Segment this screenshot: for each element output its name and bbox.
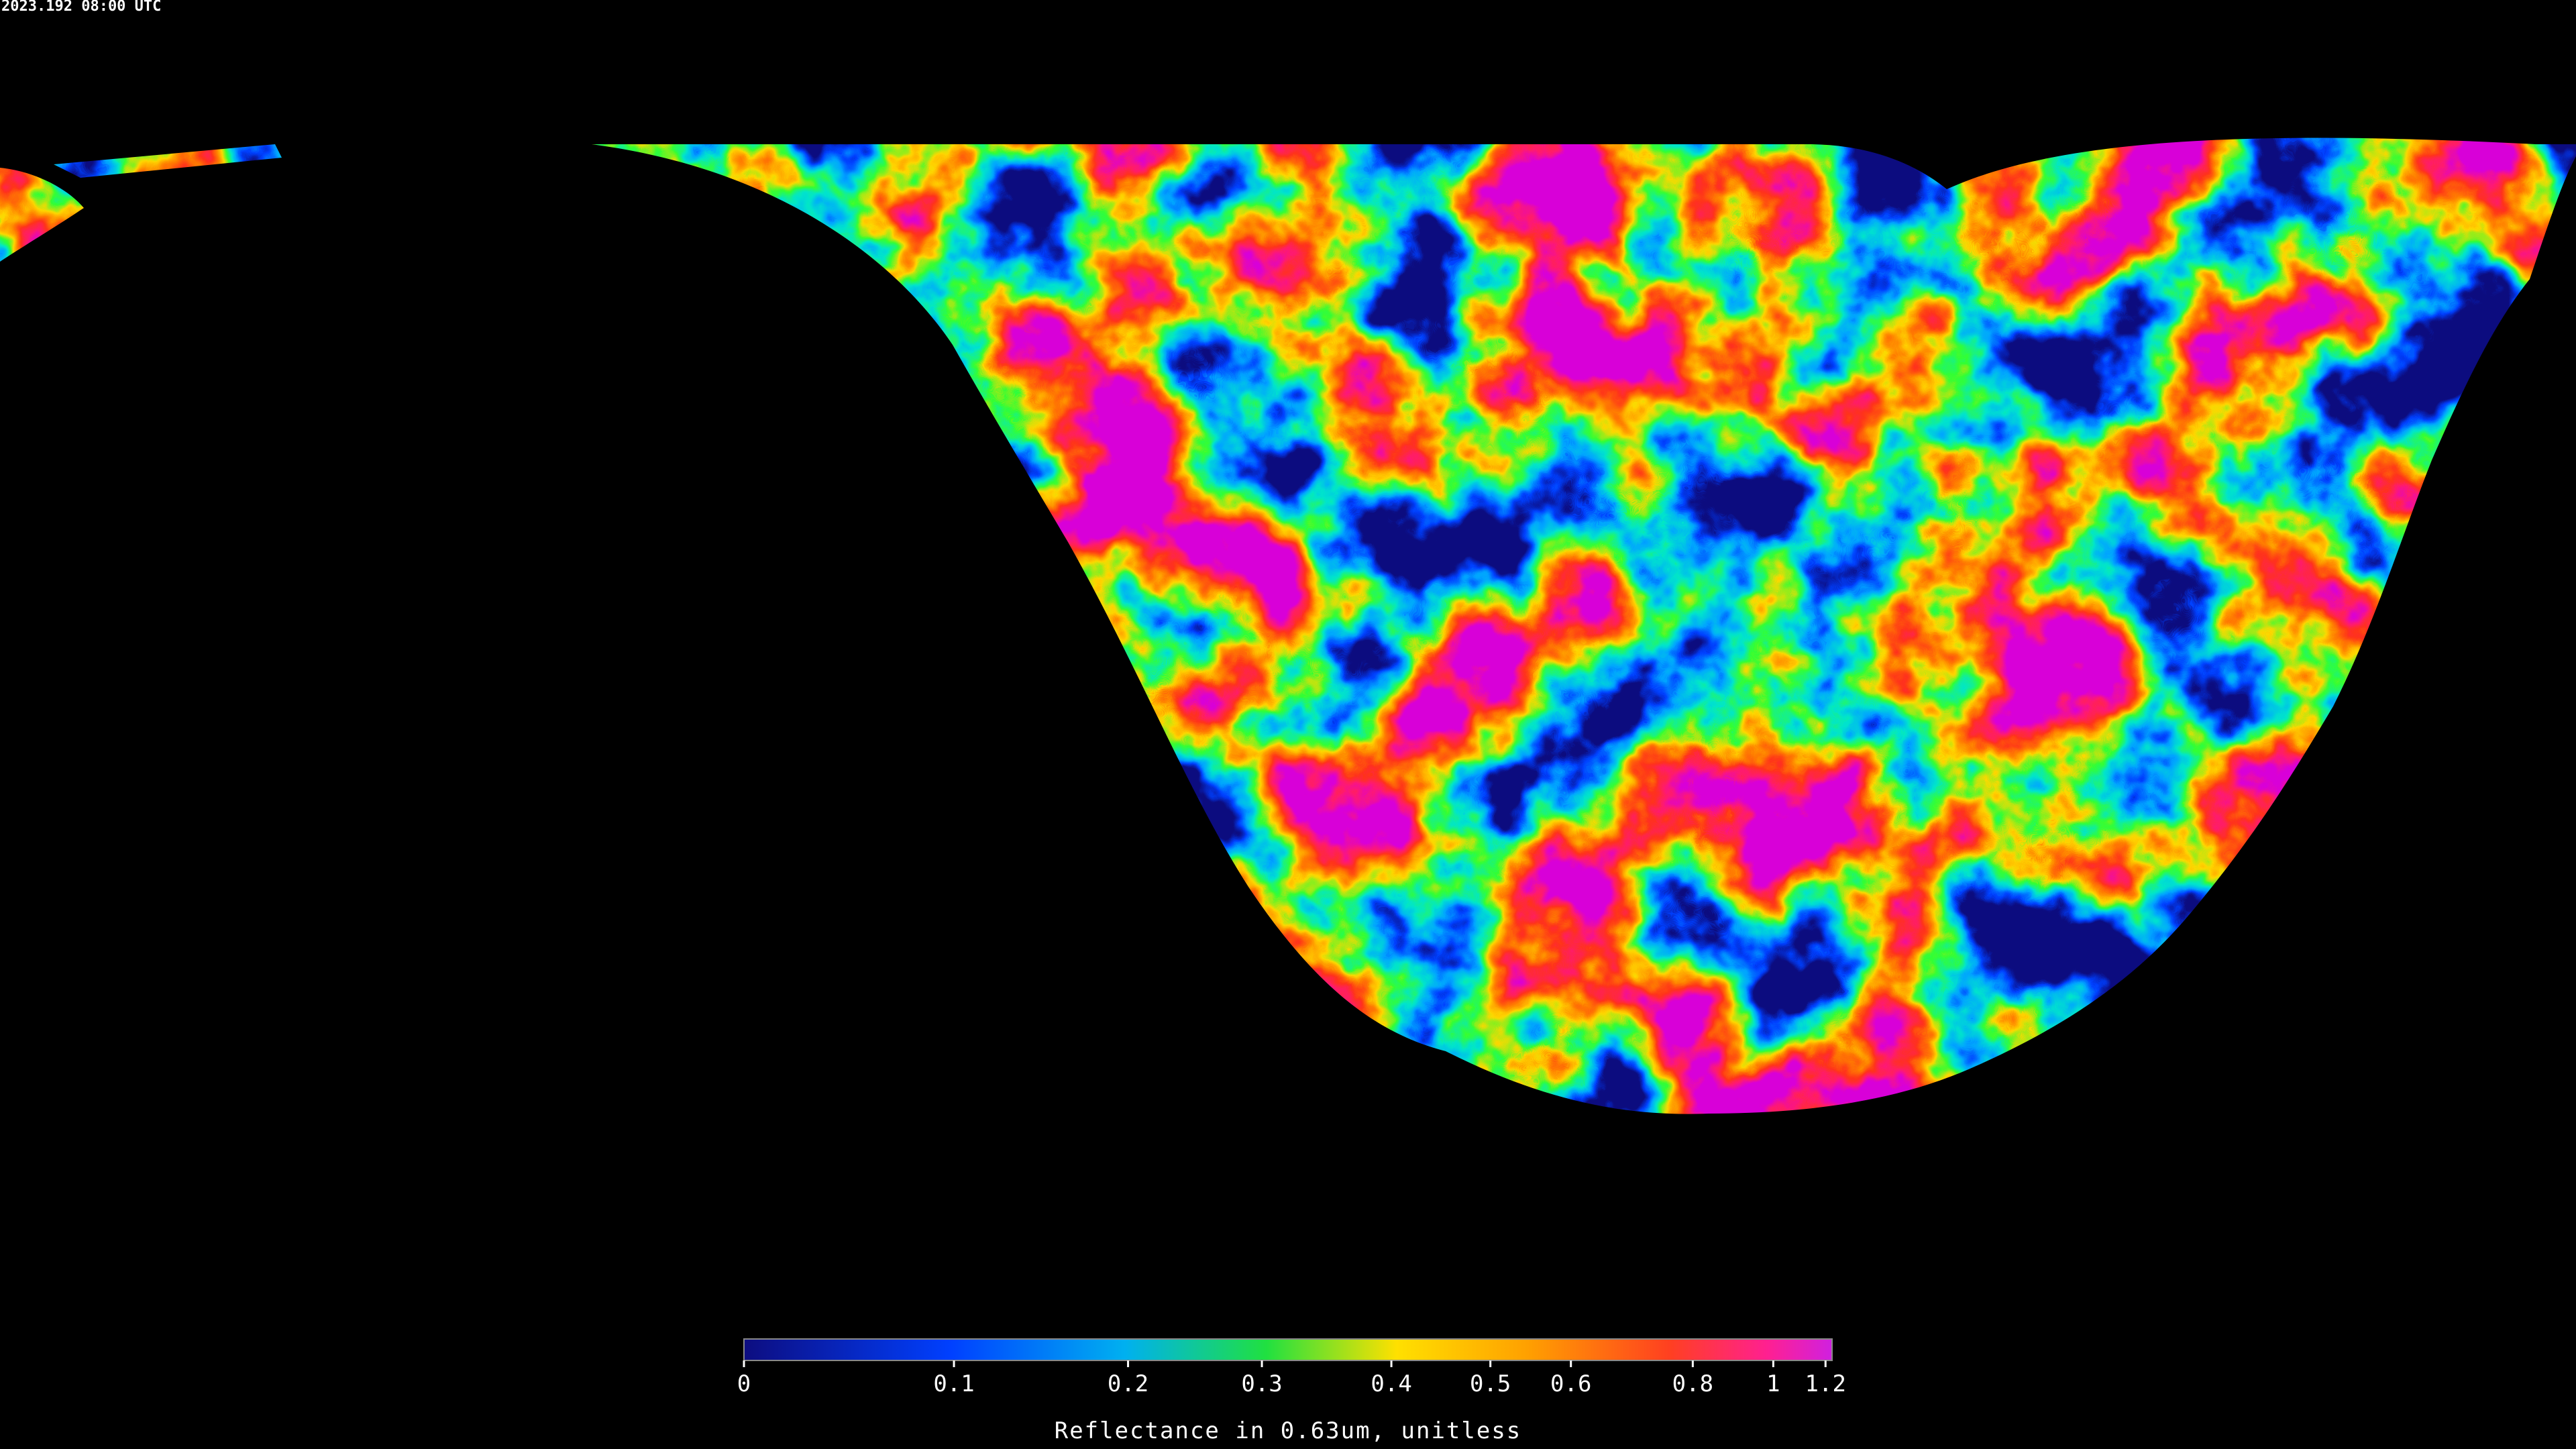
timestamp: 2023.192 08:00 UTC [1, 0, 161, 15]
colorbar-tick-label: 0.3 [1241, 1371, 1282, 1397]
colorbar [743, 1338, 1833, 1361]
colorbar-tick-label: 0.2 [1108, 1371, 1148, 1397]
colorbar-tick-label: 0.5 [1470, 1371, 1511, 1397]
colorbar-tick-label: 0 [737, 1371, 751, 1397]
colorbar-ticks: 0 0.1 0.2 0.3 0.4 0.5 0.6 0.8 1 1.2 [737, 1360, 1846, 1397]
colorbar-tick-label: 1.2 [1805, 1371, 1846, 1397]
colorbar-tick-label: 0.4 [1371, 1371, 1411, 1397]
colorbar-label: Reflectance in 0.63um, unitless [1055, 1417, 1522, 1444]
colorbar-tick-label: 1 [1766, 1371, 1780, 1397]
colorbar-tick-label: 0.6 [1550, 1371, 1591, 1397]
colorbar-tick-label: 0.8 [1672, 1371, 1713, 1397]
colorbar-tick-label: 0.1 [933, 1371, 974, 1397]
